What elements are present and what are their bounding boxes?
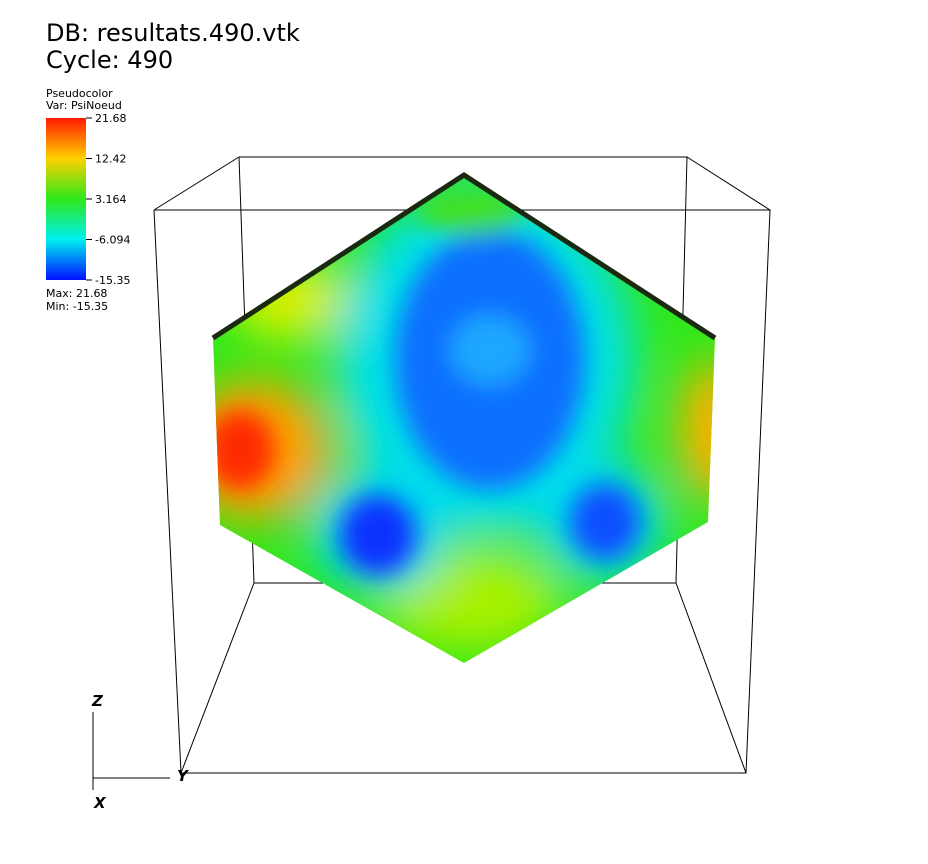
color-bar [46, 118, 86, 280]
axis-x-label: X [93, 794, 107, 812]
legend-variable: Var: PsiNoeud [46, 99, 122, 112]
cycle-title: Cycle: 490 [46, 46, 173, 74]
legend-min: Min: -15.35 [46, 300, 108, 313]
legend-max: Max: 21.68 [46, 287, 107, 300]
legend-plot: Pseudocolor [46, 87, 113, 100]
database-title: DB: resultats.490.vtk [46, 19, 300, 47]
legend-tick-label: -6.094 [95, 234, 130, 247]
legend-tick-label: 21.68 [95, 112, 127, 125]
legend-tick-label: 12.42 [95, 153, 127, 166]
legend-tick-label: 3.164 [95, 193, 127, 206]
axis-z-label: Z [91, 692, 104, 710]
axis-y-label: Y [177, 767, 190, 785]
surface-edge [211, 172, 717, 341]
bounding-box [153, 156, 771, 774]
pseudocolor-surface [213, 175, 715, 663]
axis-triad [92, 712, 170, 790]
legend-tick-label: -15.35 [95, 274, 130, 287]
